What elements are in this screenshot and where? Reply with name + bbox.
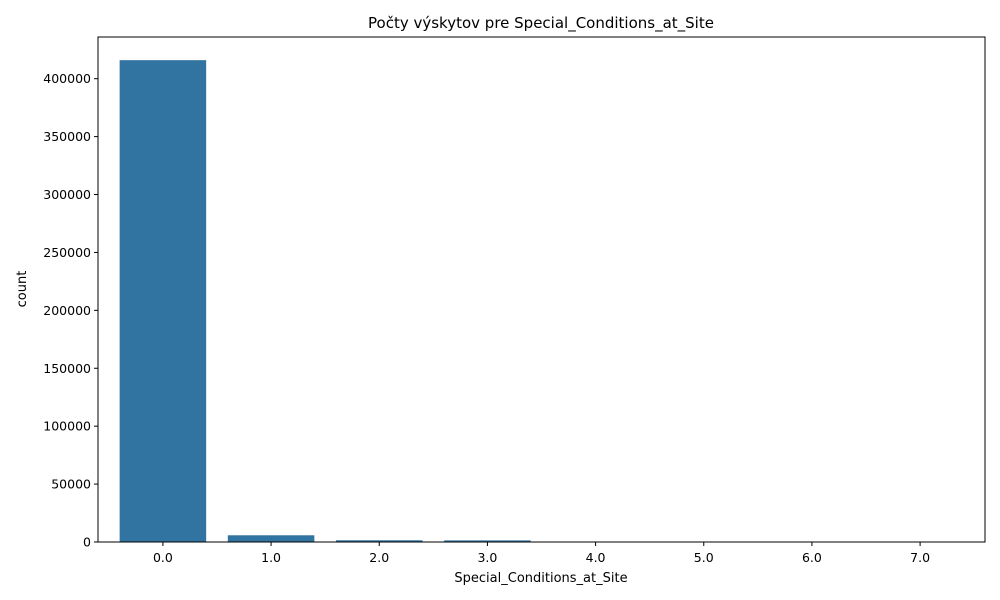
x-tick-label: 2.0 <box>369 550 389 565</box>
chart-title: Počty výskytov pre Special_Conditions_at… <box>368 14 714 33</box>
y-tick-label: 250000 <box>43 245 91 260</box>
y-tick-label: 100000 <box>43 419 91 434</box>
bar-2.0 <box>335 540 423 542</box>
x-tick-label: 5.0 <box>694 550 714 565</box>
x-tick-label: 0.0 <box>153 550 173 565</box>
bars-layer <box>119 60 964 543</box>
x-tick-label: 6.0 <box>802 550 822 565</box>
bar-0.0 <box>119 60 207 543</box>
x-axis-title: Special_Conditions_at_Site <box>454 571 627 586</box>
bar-3.0 <box>444 540 531 542</box>
x-tick-label: 4.0 <box>586 550 606 565</box>
plot-frame <box>97 36 986 543</box>
y-axis: 0 50000 100000 150000 200000 250000 300000 3500… <box>43 71 98 550</box>
y-tick-label: 400000 <box>43 71 91 86</box>
x-tick-label: 7.0 <box>910 550 930 565</box>
x-tick-label: 3.0 <box>477 550 497 565</box>
y-tick-label: 350000 <box>43 129 91 144</box>
y-tick-label: 150000 <box>43 361 91 376</box>
y-tick-label: 0 <box>83 535 91 550</box>
bar-1.0 <box>227 535 315 542</box>
x-axis: 0.0 1.0 2.0 3.0 4.0 5.0 6.0 7.0 <box>153 542 930 565</box>
y-tick-label: 300000 <box>43 187 91 202</box>
y-tick-label: 200000 <box>43 303 91 318</box>
y-axis-title: count <box>15 271 30 308</box>
y-tick-label: 50000 <box>51 477 91 492</box>
x-tick-label: 1.0 <box>261 550 281 565</box>
